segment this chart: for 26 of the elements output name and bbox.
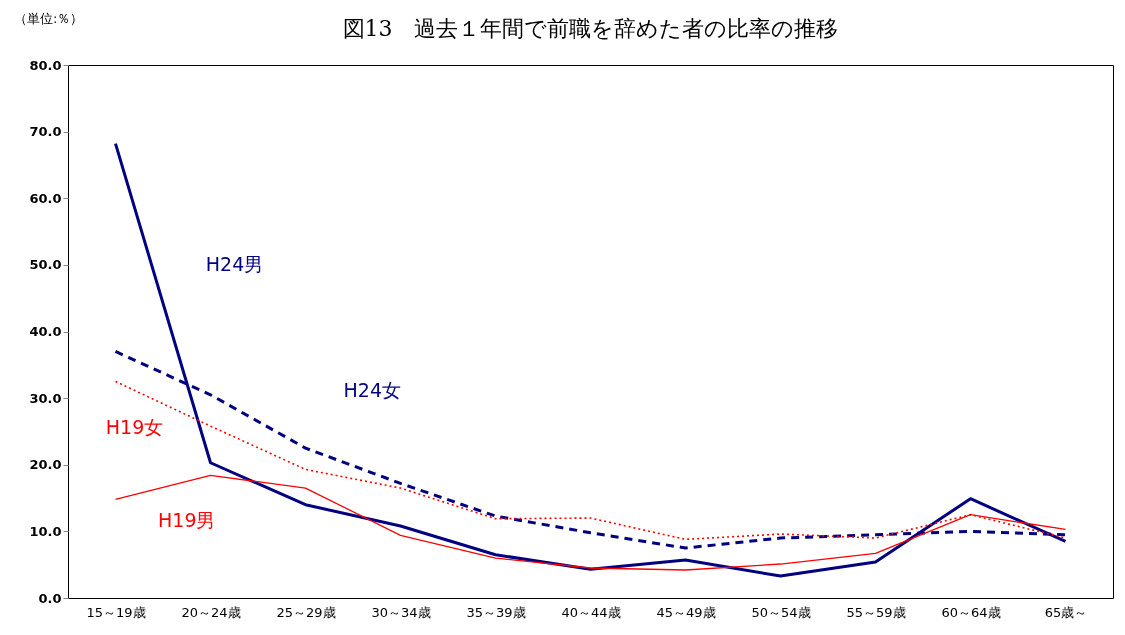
x-tick-label: 25～29歳 bbox=[276, 604, 336, 620]
x-tick-label: 50～54歳 bbox=[751, 604, 811, 620]
series-label: H19女 bbox=[105, 416, 164, 439]
y-tick-label: 30.0 bbox=[29, 390, 62, 406]
x-tick-label: 35～39歳 bbox=[466, 604, 526, 620]
x-tick-label: 40～44歳 bbox=[561, 604, 621, 620]
y-tick-label: 50.0 bbox=[29, 257, 62, 273]
y-tick-label: 40.0 bbox=[29, 324, 62, 339]
y-tick-label: 70.0 bbox=[29, 124, 62, 140]
text: H24男 bbox=[205, 252, 264, 275]
x-tick-label: 55～59歳 bbox=[846, 604, 906, 620]
text: H24女 bbox=[343, 379, 401, 402]
x-tick-label: 65歳～ bbox=[1044, 604, 1088, 620]
y-tick-label: 10.0 bbox=[29, 523, 62, 539]
x-tick-label: 20～24歳 bbox=[181, 604, 241, 620]
x-tick-label: 60～64歳 bbox=[941, 604, 1001, 620]
x-tick-label: 45～49歳 bbox=[656, 604, 716, 620]
y-tick-label: 0.0 bbox=[38, 590, 62, 606]
x-tick-label: 15～19歳 bbox=[86, 604, 146, 620]
series-label: H19男 bbox=[158, 509, 216, 532]
y-tick-label: 20.0 bbox=[29, 457, 62, 473]
y-tick-label: 60.0 bbox=[29, 190, 62, 206]
x-tick-label: 30～34歳 bbox=[371, 604, 431, 620]
y-tick-label: 80.0 bbox=[29, 57, 62, 73]
text: （単位:％） bbox=[14, 10, 84, 28]
chart-title: 図13 過去１年間で前職を辞めた者の比率の推移 bbox=[342, 16, 839, 41]
